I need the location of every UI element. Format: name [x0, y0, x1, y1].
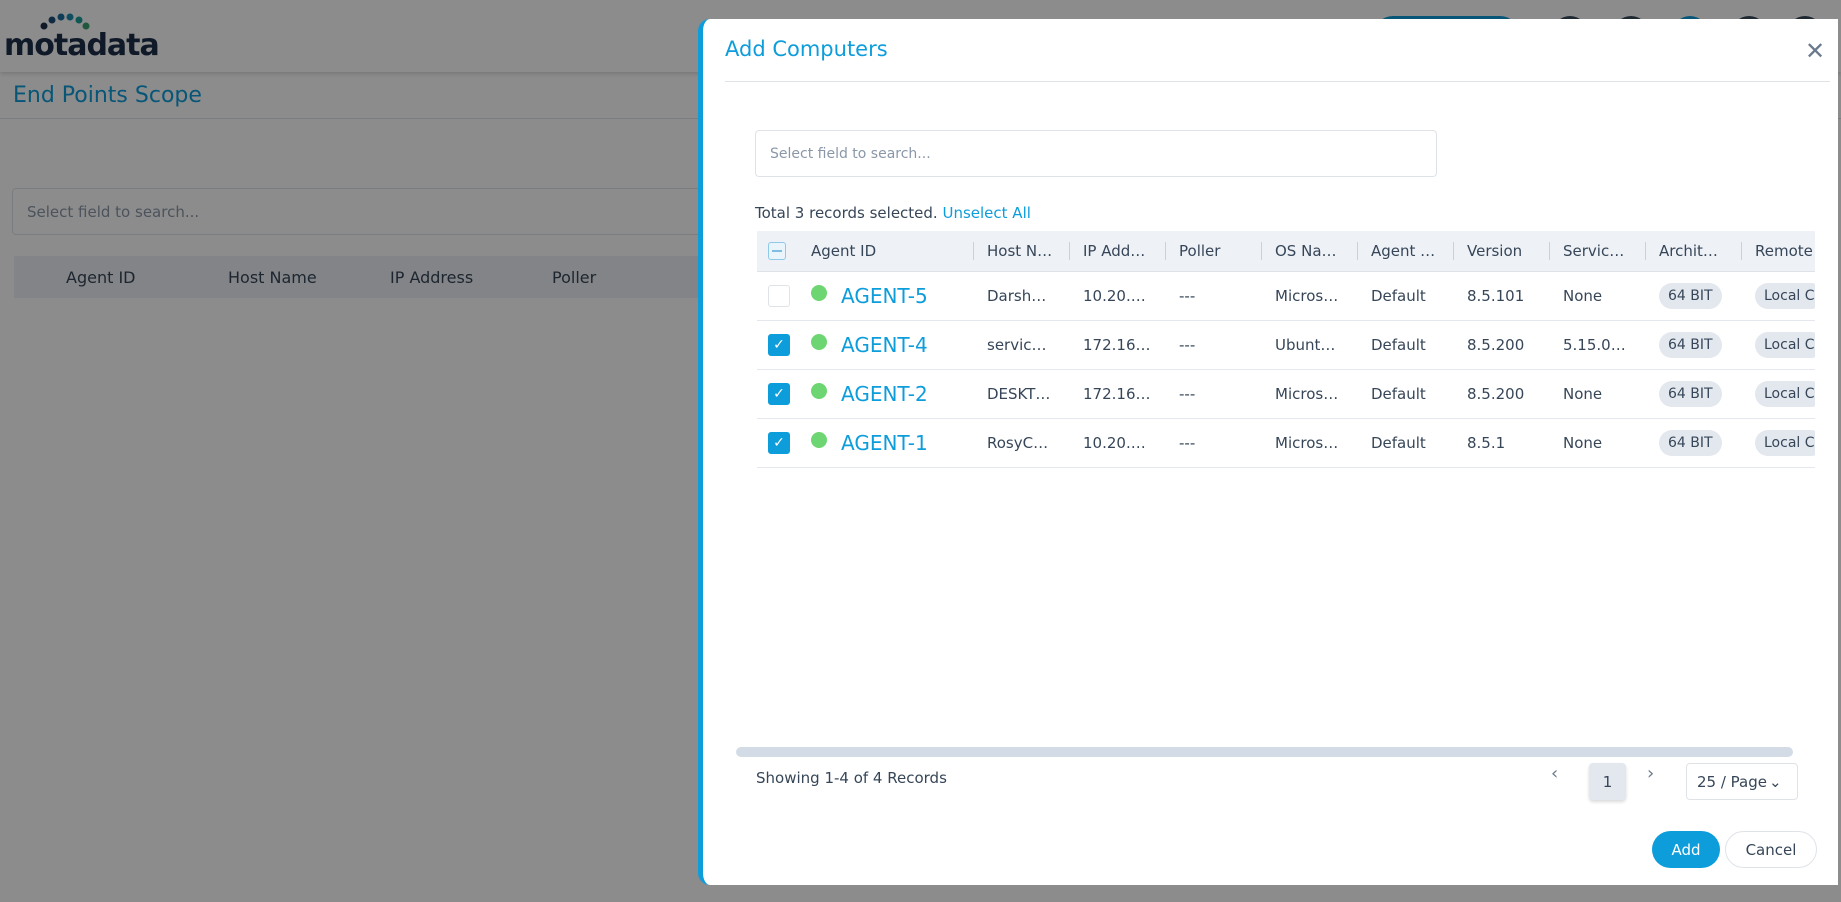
- cell-version: 8.5.101: [1467, 287, 1525, 305]
- column-header[interactable]: Architec...: [1645, 242, 1741, 260]
- cell-version: 8.5.1: [1467, 434, 1506, 452]
- agent-id-link[interactable]: AGENT-5: [841, 284, 928, 308]
- status-online-icon: [811, 383, 827, 399]
- agent-id-link[interactable]: AGENT-2: [841, 382, 928, 406]
- column-header[interactable]: Service ...: [1549, 242, 1645, 260]
- cell-os: Ubuntu ...: [1275, 336, 1349, 354]
- agent-id-link[interactable]: AGENT-4: [841, 333, 928, 357]
- status-online-icon: [811, 334, 827, 350]
- cell-os: Microsof...: [1275, 287, 1351, 305]
- column-header[interactable]: IP Addre...: [1069, 242, 1165, 260]
- architecture-badge: 64 BIT: [1659, 430, 1722, 456]
- row-checkbox[interactable]: [768, 285, 790, 307]
- cell-poller: ---: [1179, 336, 1196, 354]
- column-header[interactable]: OS Name: [1261, 242, 1357, 260]
- divider: [725, 81, 1830, 82]
- row-checkbox[interactable]: ✓: [768, 383, 790, 405]
- cell-version: 8.5.200: [1467, 336, 1525, 354]
- cell-agent_c: Default: [1371, 385, 1426, 403]
- horizontal-scrollbar[interactable]: [736, 747, 1793, 757]
- add-button[interactable]: Add: [1652, 831, 1720, 868]
- cell-poller: ---: [1179, 385, 1196, 403]
- status-online-icon: [811, 432, 827, 448]
- column-header[interactable]: Agent C...: [1357, 242, 1453, 260]
- row-checkbox[interactable]: ✓: [768, 334, 790, 356]
- cell-ip: 10.20.40....: [1083, 434, 1165, 452]
- cell-poller: ---: [1179, 287, 1196, 305]
- cell-host: DESKTOP...: [987, 385, 1069, 403]
- table-row[interactable]: AGENT-5 Darshan... 10.20.41.23 --- Microsof.…: [757, 272, 1815, 321]
- cell-poller: ---: [1179, 434, 1196, 452]
- cell-ip: 172.16.11.1...: [1083, 336, 1165, 354]
- page-1-button[interactable]: 1: [1589, 763, 1626, 800]
- row-checkbox[interactable]: ✓: [768, 432, 790, 454]
- cell-agent_c: Default: [1371, 336, 1426, 354]
- remote-badge: Local C: [1755, 283, 1815, 309]
- table-header: Agent ID Host Na... IP Addre... Poller O…: [757, 231, 1815, 272]
- column-header[interactable]: Poller: [1165, 242, 1261, 260]
- search-input[interactable]: [755, 130, 1437, 177]
- column-header[interactable]: Remote: [1741, 242, 1815, 260]
- dialog-title: Add Computers: [725, 37, 888, 61]
- table-row[interactable]: ✓ AGENT-4 serviceo... 172.16.11.1... --- Ubu…: [757, 321, 1815, 370]
- selection-info: Total 3 records selected. Unselect All: [755, 204, 1031, 222]
- architecture-badge: 64 BIT: [1659, 332, 1722, 358]
- add-computers-dialog: Add Computers ✕ Total 3 records selected…: [698, 19, 1838, 885]
- cell-service: None: [1563, 385, 1603, 403]
- cell-host: serviceo...: [987, 336, 1064, 354]
- table-row[interactable]: ✓ AGENT-2 DESKTOP... 172.16.11.1... --- Micr…: [757, 370, 1815, 419]
- select-all-checkbox[interactable]: [768, 242, 786, 260]
- table-header: Agent ID Host Name IP Address Poller: [14, 256, 714, 298]
- cell-ip: 10.20.41.23: [1083, 287, 1165, 305]
- cell-os: Microsof...: [1275, 385, 1351, 403]
- architecture-badge: 64 BIT: [1659, 381, 1722, 407]
- status-online-icon: [811, 285, 827, 301]
- architecture-badge: 64 BIT: [1659, 283, 1722, 309]
- cell-ip: 172.16.11.1...: [1083, 385, 1165, 403]
- cell-agent_c: Default: [1371, 434, 1426, 452]
- remote-badge: Local C: [1755, 332, 1815, 358]
- page-size-select[interactable]: 25 / Page ⌄: [1686, 763, 1798, 800]
- column-header[interactable]: Agent ID: [811, 242, 877, 260]
- cell-agent_c: Default: [1371, 287, 1426, 305]
- cell-service: None: [1563, 434, 1603, 452]
- remote-badge: Local C: [1755, 381, 1815, 407]
- cell-service: 5.15.0-67...: [1563, 336, 1645, 354]
- cancel-button[interactable]: Cancel: [1725, 831, 1817, 868]
- cell-version: 8.5.200: [1467, 385, 1525, 403]
- computers-table: Agent ID Host Na... IP Addre... Poller O…: [757, 231, 1815, 468]
- cell-host: RosyCor...: [987, 434, 1062, 452]
- table-row[interactable]: ✓ AGENT-1 RosyCor... 10.20.40.... --- Micros…: [757, 419, 1815, 468]
- cell-os: Microsof...: [1275, 434, 1351, 452]
- page-title: End Points Scope: [13, 83, 202, 108]
- cell-service: None: [1563, 287, 1603, 305]
- chevron-down-icon: ⌄: [1769, 772, 1782, 791]
- remote-badge: Local C: [1755, 430, 1815, 456]
- unselect-all-link[interactable]: Unselect All: [942, 204, 1031, 222]
- column-header[interactable]: Version: [1453, 242, 1549, 260]
- cell-host: Darshan...: [987, 287, 1065, 305]
- records-count: Showing 1-4 of 4 Records: [756, 769, 947, 787]
- next-page-button[interactable]: ›: [1647, 763, 1655, 784]
- close-icon[interactable]: ✕: [1805, 37, 1826, 65]
- motadata-logo: [40, 13, 90, 30]
- prev-page-button[interactable]: ‹: [1551, 763, 1559, 784]
- column-header[interactable]: Host Na...: [973, 242, 1069, 260]
- agent-id-link[interactable]: AGENT-1: [841, 431, 928, 455]
